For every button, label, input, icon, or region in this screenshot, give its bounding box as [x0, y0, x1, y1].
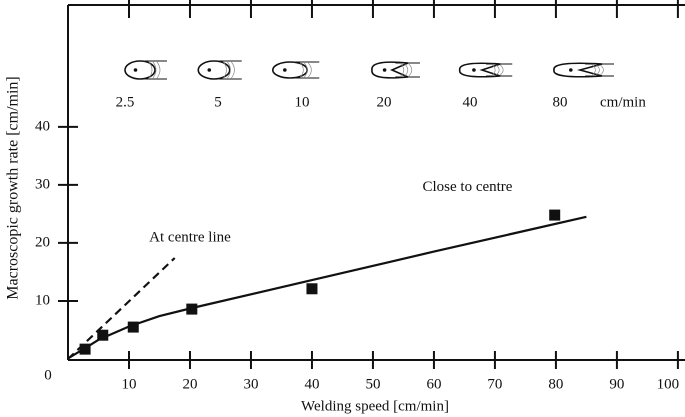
y-tick-label: 10 [35, 292, 50, 308]
x-tick-label: 80 [548, 376, 563, 392]
x-tick-label: 20 [182, 376, 197, 392]
y-tick-label: 20 [35, 234, 50, 250]
top-label: 80 [553, 94, 568, 110]
data-point [97, 329, 109, 341]
y-tick-label: 30 [35, 176, 50, 192]
x-tick-label: 100 [657, 376, 680, 392]
ripple [491, 64, 496, 76]
ripple [400, 63, 405, 77]
fit-curve [69, 215, 587, 359]
x-tick-label: 50 [365, 376, 380, 392]
ripple [300, 62, 304, 78]
heat-source [133, 68, 138, 72]
top-label: 5 [214, 94, 222, 110]
weld-pool [124, 60, 156, 80]
x-tick-label: 70 [487, 376, 502, 392]
x-tick-label: 10 [121, 376, 136, 392]
ripple [152, 61, 157, 79]
annotation: Close to centre [422, 179, 512, 195]
weld-pool [553, 62, 603, 78]
weld-pool [197, 60, 231, 80]
heat-source [283, 68, 287, 72]
weld-pool [271, 61, 309, 79]
ripple [596, 64, 600, 76]
ripple [308, 62, 312, 78]
x-tick-label: 90 [609, 376, 624, 392]
ripple [499, 64, 504, 76]
weld-pool [458, 62, 501, 78]
y-tick-label: 0 [44, 367, 52, 383]
heat-source [382, 68, 387, 72]
y-tick-label: 40 [35, 118, 50, 134]
ripple [600, 64, 604, 76]
x-tick-label: 30 [243, 376, 258, 392]
ripple [495, 64, 500, 76]
ripple [231, 61, 235, 79]
dashed-line [67, 257, 176, 360]
top-label: 40 [463, 94, 478, 110]
heat-source [207, 68, 212, 72]
annotation: At centre line [149, 230, 231, 246]
ripple [592, 64, 596, 76]
ripple [304, 62, 308, 78]
weld-pool [371, 61, 409, 79]
ripple [223, 61, 227, 79]
heat-source [569, 68, 573, 72]
top-label: 10 [295, 94, 310, 110]
x-tick-label: 60 [426, 376, 441, 392]
data-point [549, 209, 561, 221]
heat-source [472, 68, 476, 72]
y-axis-label: Macroscopic growth rate [cm/min] [5, 76, 22, 299]
x-tick-label: 40 [304, 376, 319, 392]
ripple [408, 63, 413, 77]
ripple [404, 63, 409, 77]
data-point [306, 283, 318, 295]
top-unit: cm/min [600, 94, 646, 110]
ripple [148, 61, 153, 79]
top-label: 2.5 [116, 94, 135, 110]
top-label: 20 [377, 94, 392, 110]
data-point [127, 321, 139, 333]
ripple [156, 61, 161, 79]
ripple [227, 61, 231, 79]
x-axis-label: Welding speed [cm/min] [301, 398, 449, 414]
